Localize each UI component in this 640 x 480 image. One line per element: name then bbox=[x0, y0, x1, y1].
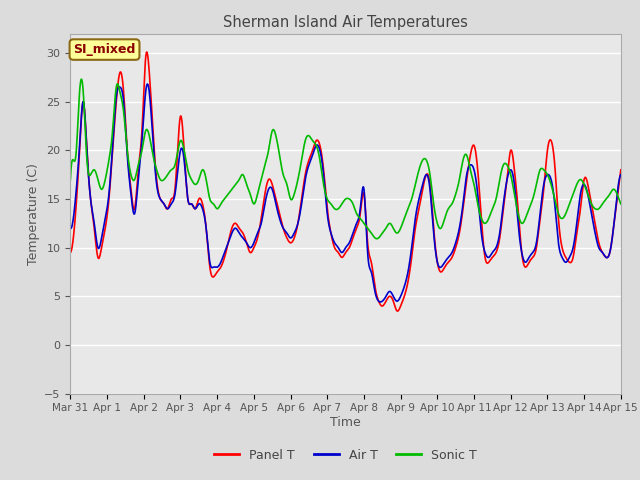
Sonic T bbox=[602, 197, 609, 203]
Line: Sonic T: Sonic T bbox=[70, 79, 621, 239]
Sonic T bbox=[95, 180, 102, 186]
Line: Panel T: Panel T bbox=[70, 52, 621, 311]
Air T bbox=[617, 172, 625, 178]
Sonic T bbox=[500, 161, 508, 167]
Air T bbox=[67, 225, 74, 231]
Panel T bbox=[67, 250, 74, 255]
Air T bbox=[143, 81, 151, 87]
Panel T bbox=[617, 167, 625, 173]
Panel T bbox=[602, 254, 609, 260]
Panel T bbox=[320, 168, 328, 174]
Air T bbox=[602, 254, 609, 260]
Sonic T bbox=[335, 206, 342, 212]
Air T bbox=[376, 299, 384, 305]
Air T bbox=[320, 173, 328, 179]
Sonic T bbox=[373, 236, 381, 241]
Panel T bbox=[143, 49, 150, 55]
Sonic T bbox=[77, 76, 85, 82]
Legend: Panel T, Air T, Sonic T: Panel T, Air T, Sonic T bbox=[209, 444, 482, 467]
Line: Air T: Air T bbox=[70, 84, 621, 302]
Title: Sherman Island Air Temperatures: Sherman Island Air Temperatures bbox=[223, 15, 468, 30]
Air T bbox=[500, 193, 508, 199]
Air T bbox=[95, 246, 102, 252]
Text: SI_mixed: SI_mixed bbox=[74, 43, 136, 56]
Panel T bbox=[601, 253, 609, 259]
Air T bbox=[601, 253, 609, 259]
Sonic T bbox=[67, 177, 74, 182]
Sonic T bbox=[601, 197, 609, 203]
Panel T bbox=[500, 199, 508, 204]
Panel T bbox=[95, 255, 102, 261]
Y-axis label: Temperature (C): Temperature (C) bbox=[27, 163, 40, 264]
Panel T bbox=[335, 250, 342, 255]
Air T bbox=[335, 245, 342, 251]
Sonic T bbox=[617, 201, 625, 207]
Panel T bbox=[394, 308, 401, 314]
Sonic T bbox=[320, 182, 328, 188]
X-axis label: Time: Time bbox=[330, 416, 361, 429]
